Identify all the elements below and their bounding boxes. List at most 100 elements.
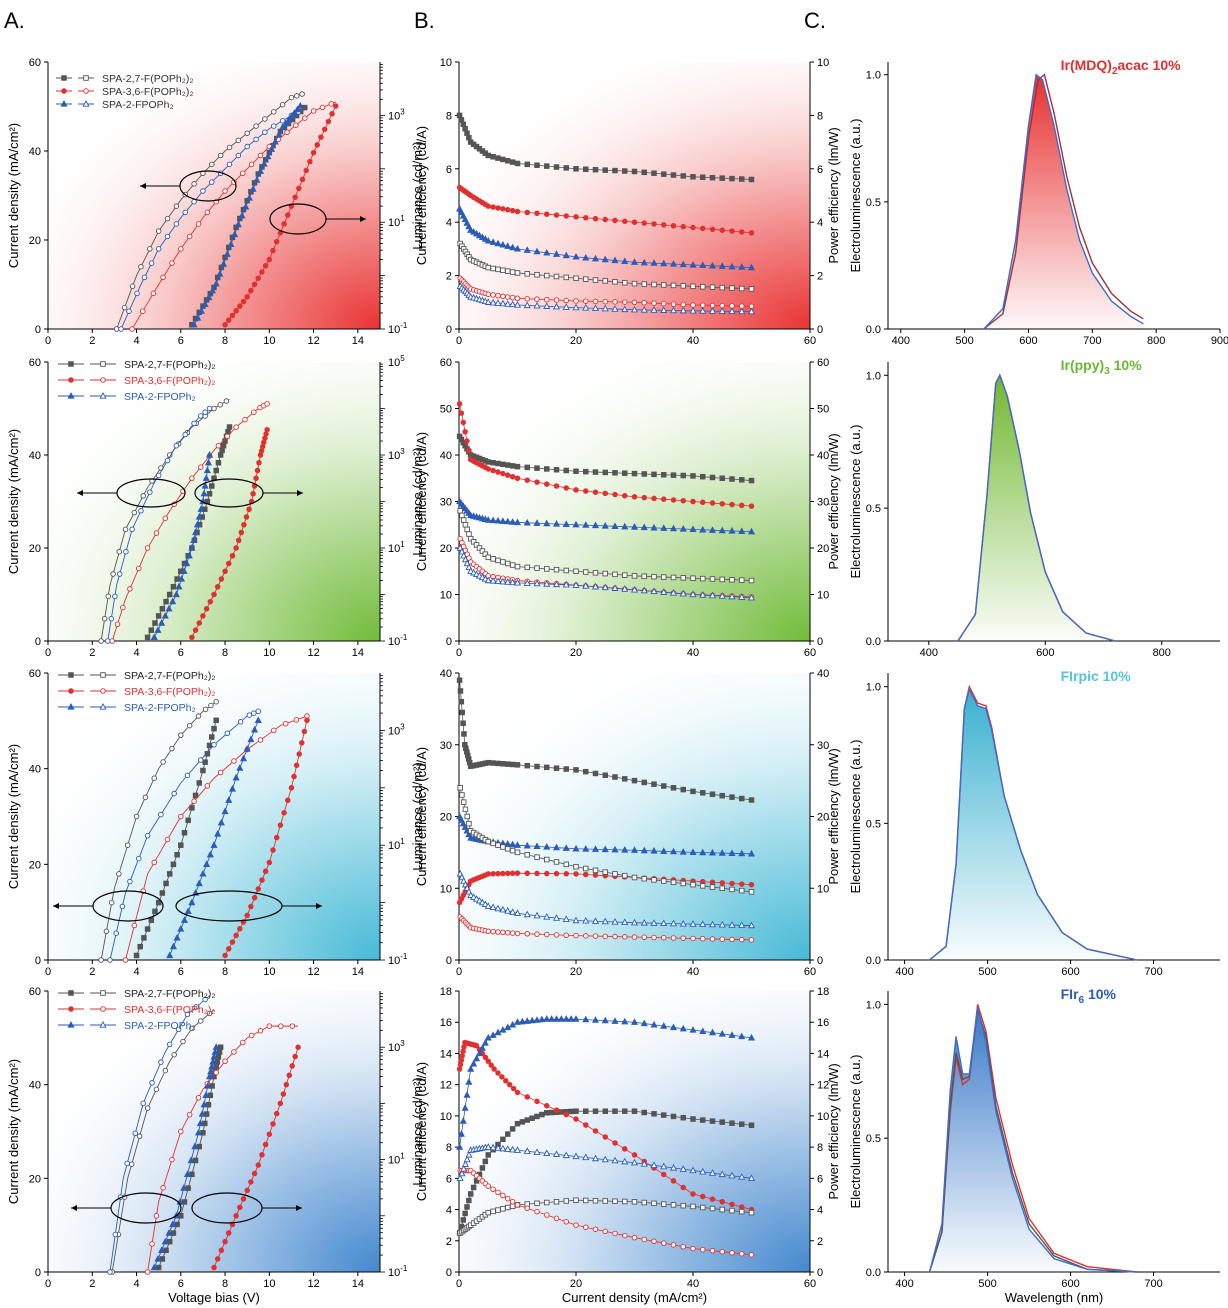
efficiency-point: [748, 1122, 755, 1129]
series-2: [122, 713, 310, 963]
efficiency-point: [562, 251, 570, 259]
efficiency-point: [670, 301, 677, 307]
efficiency-point: [709, 226, 716, 233]
efficiency-point: [583, 298, 589, 304]
efficiency-point: [689, 1166, 697, 1174]
efficiency-point: [709, 884, 716, 890]
efficiency-point: [631, 1234, 638, 1241]
efficiency-point: [729, 476, 735, 482]
series-6: [456, 869, 756, 929]
efficiency-point: [680, 173, 687, 179]
efficiency-point: [650, 1161, 658, 1168]
legend-marker: [99, 1021, 107, 1028]
series-2: [456, 1039, 755, 1213]
current-density-point: [217, 402, 223, 408]
efficiency-point: [719, 475, 726, 482]
efficiency-point: [463, 1155, 471, 1163]
y-tick-label: 20: [440, 543, 452, 555]
luminance-point: [222, 952, 228, 959]
y-tick-label: 0.5: [866, 197, 881, 209]
efficiency-point: [690, 788, 696, 795]
efficiency-point: [651, 1200, 657, 1207]
y-tick-label: 0.0: [866, 1267, 881, 1279]
efficiency-point: [738, 527, 746, 534]
x-tick-label: 6: [178, 966, 184, 978]
luminance-point: [159, 890, 166, 896]
current-density-point: [129, 326, 135, 332]
current-density-point: [178, 1128, 184, 1135]
efficiency-point: [690, 473, 696, 479]
current-density-point: [197, 464, 204, 470]
efficiency-point: [524, 931, 531, 937]
efficiency-point: [661, 783, 667, 789]
current-density-point: [178, 813, 184, 820]
efficiency-point: [529, 1115, 535, 1121]
efficiency-point: [747, 593, 756, 601]
luminance-point: [200, 489, 208, 497]
efficiency-point: [500, 559, 506, 565]
current-density-point: [206, 1010, 213, 1017]
efficiency-point: [729, 886, 735, 893]
legend-marker: [67, 392, 75, 399]
luminance-point: [206, 451, 214, 458]
efficiency-point: [651, 1111, 657, 1117]
efficiency-point: [509, 870, 516, 877]
efficiency-point: [729, 936, 735, 943]
efficiency-point: [458, 410, 465, 416]
efficiency-point: [670, 172, 677, 178]
x-tick-label: 700: [1083, 335, 1101, 347]
efficiency-point: [523, 246, 531, 253]
efficiency-point: [467, 535, 474, 542]
efficiency-point: [602, 772, 609, 778]
current-density-point: [132, 1130, 138, 1137]
efficiency-point: [670, 574, 677, 581]
efficiency-point: [513, 578, 522, 586]
current-density-point: [195, 221, 202, 227]
luminance-point: [236, 764, 244, 771]
current-density-point: [112, 1231, 119, 1238]
y2-tick-label: 101: [388, 540, 405, 555]
current-density-point: [301, 115, 308, 121]
spectrum-line-3: [928, 1006, 1138, 1273]
luminance-point: [270, 247, 276, 254]
efficiency-point: [592, 933, 599, 939]
efficiency-point: [718, 1170, 726, 1178]
efficiency-point: [708, 1169, 717, 1176]
efficiency-point: [514, 295, 521, 302]
y2-tick-label: 14: [817, 1048, 829, 1060]
efficiency-point: [509, 269, 516, 275]
efficiency-point: [514, 208, 521, 215]
x-tick-label: 900: [1211, 335, 1228, 347]
y2-tick-label: 6: [817, 164, 823, 176]
efficiency-point: [719, 792, 726, 799]
efficiency-point: [572, 844, 580, 852]
luminance-point: [254, 467, 261, 474]
current-density-point: [200, 188, 206, 194]
efficiency-point: [489, 238, 497, 245]
luminance-point: [200, 1100, 208, 1108]
current-density-point: [173, 221, 180, 227]
efficiency-point: [583, 933, 589, 939]
efficiency-point: [669, 524, 678, 532]
efficiency-point: [709, 1247, 716, 1254]
efficiency-point: [479, 1165, 486, 1171]
efficiency-point: [631, 494, 638, 500]
efficiency-point: [622, 572, 628, 578]
efficiency-point: [457, 688, 464, 694]
luminance-point: [195, 513, 203, 520]
efficiency-point: [460, 1217, 467, 1223]
luminance-point: [222, 322, 228, 328]
efficiency-point: [523, 1017, 531, 1024]
efficiency-point: [490, 292, 496, 298]
efficiency-point: [500, 761, 506, 767]
efficiency-point: [601, 1155, 609, 1163]
efficiency-point: [748, 577, 755, 584]
efficiency-point: [494, 1028, 502, 1036]
x-tick-label: 700: [1144, 1278, 1162, 1290]
efficiency-point: [500, 1136, 506, 1143]
current-density-point: [231, 758, 237, 764]
efficiency-point: [563, 1198, 570, 1204]
efficiency-point: [690, 1191, 696, 1197]
luminance-point: [262, 262, 269, 269]
